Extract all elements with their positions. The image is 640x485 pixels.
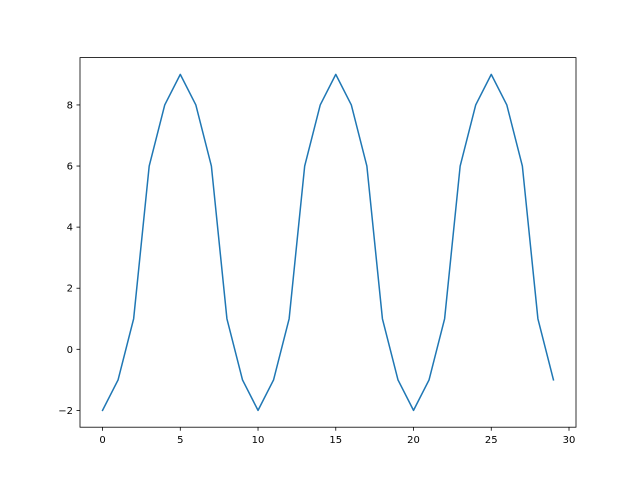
- y-tick-label: 6: [67, 162, 73, 173]
- axes-frame: [79, 57, 577, 428]
- y-tick-label: −2: [58, 406, 73, 417]
- y-tick-label: 4: [67, 223, 73, 234]
- x-tick-label: 10: [252, 435, 265, 446]
- plot-area: [80, 57, 576, 428]
- x-tick-label: 30: [563, 435, 576, 446]
- y-tick-label: 8: [67, 100, 73, 111]
- x-tick-label: 5: [177, 435, 183, 446]
- x-tick-label: 25: [485, 435, 498, 446]
- x-tick-label: 20: [407, 435, 420, 446]
- y-tick-label: 0: [67, 345, 73, 356]
- y-tick-label: 2: [67, 284, 73, 295]
- x-tick-label: 0: [99, 435, 105, 446]
- x-tick-label: 15: [329, 435, 342, 446]
- series-line: [101, 73, 555, 412]
